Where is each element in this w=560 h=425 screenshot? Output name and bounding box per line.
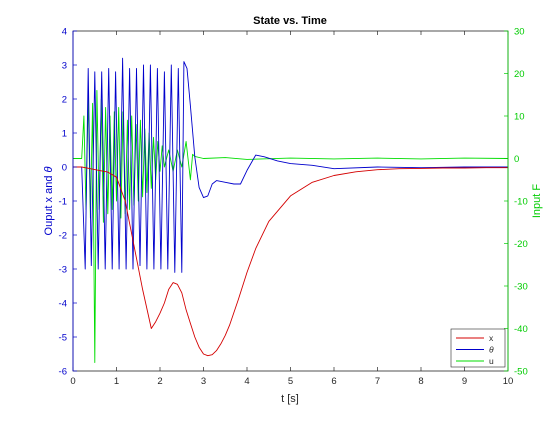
left-tick-label: 3 xyxy=(62,61,67,72)
left-axis-label-text: Ouput x and xyxy=(43,172,55,235)
left-tick-label: -2 xyxy=(59,231,67,242)
right-axis-label: Input F xyxy=(531,184,543,219)
left-tick-label: 4 xyxy=(62,27,67,38)
right-tick-label: 20 xyxy=(514,69,525,80)
left-tick-label: 2 xyxy=(62,95,67,106)
x-tick-label: 9 xyxy=(462,376,467,387)
left-tick-label: -3 xyxy=(59,265,67,276)
legend: xθu xyxy=(450,328,506,368)
legend-label-u: u xyxy=(489,356,494,366)
right-tick-label: -40 xyxy=(514,324,528,335)
x-tick-label: 2 xyxy=(157,376,162,387)
series-line-x xyxy=(73,166,508,357)
legend-label-x: x xyxy=(489,333,494,343)
chart-title: State vs. Time xyxy=(253,15,327,27)
x-tick-label: 6 xyxy=(331,376,336,387)
left-tick-label: -4 xyxy=(59,299,67,310)
right-tick-label: 10 xyxy=(514,112,525,123)
right-tick-label: 0 xyxy=(514,154,519,165)
x-tick-label: 8 xyxy=(418,376,423,387)
right-tick-label: 30 xyxy=(514,27,525,38)
right-tick-label: -50 xyxy=(514,367,528,378)
right-tick-label: -20 xyxy=(514,239,528,250)
left-axis-ticks: 4 3 2 1 0 -1 -2 -3 -4 -5 -6 xyxy=(59,27,77,378)
x-axis-label: t [s] xyxy=(281,393,299,405)
x-tick-label: 4 xyxy=(244,376,249,387)
x-tick-label: 3 xyxy=(201,376,206,387)
series-line-theta xyxy=(73,57,508,273)
legend-label-theta: θ xyxy=(489,345,494,355)
x-tick-label: 5 xyxy=(288,376,293,387)
left-axis-label-theta: θ xyxy=(43,166,55,172)
left-tick-label: -6 xyxy=(59,367,67,378)
left-tick-label: -1 xyxy=(59,197,67,208)
series-layer xyxy=(73,57,509,363)
right-tick-label: -30 xyxy=(514,282,528,293)
x-tick-label: 0 xyxy=(70,376,75,387)
left-tick-label: 0 xyxy=(62,163,67,174)
x-axis-ticks: 0 1 2 3 4 5 6 7 8 9 10 xyxy=(70,31,513,387)
right-axis-ticks: 30 20 10 0 -10 -20 -30 -40 -50 xyxy=(504,27,528,378)
x-tick-label: 10 xyxy=(503,376,514,387)
x-tick-label: 1 xyxy=(114,376,119,387)
left-tick-label: 1 xyxy=(62,129,67,140)
right-tick-label: -10 xyxy=(514,197,528,208)
left-tick-label: -5 xyxy=(59,333,67,344)
x-tick-label: 7 xyxy=(375,376,380,387)
left-axis-label: Ouput x and θ xyxy=(43,166,55,235)
